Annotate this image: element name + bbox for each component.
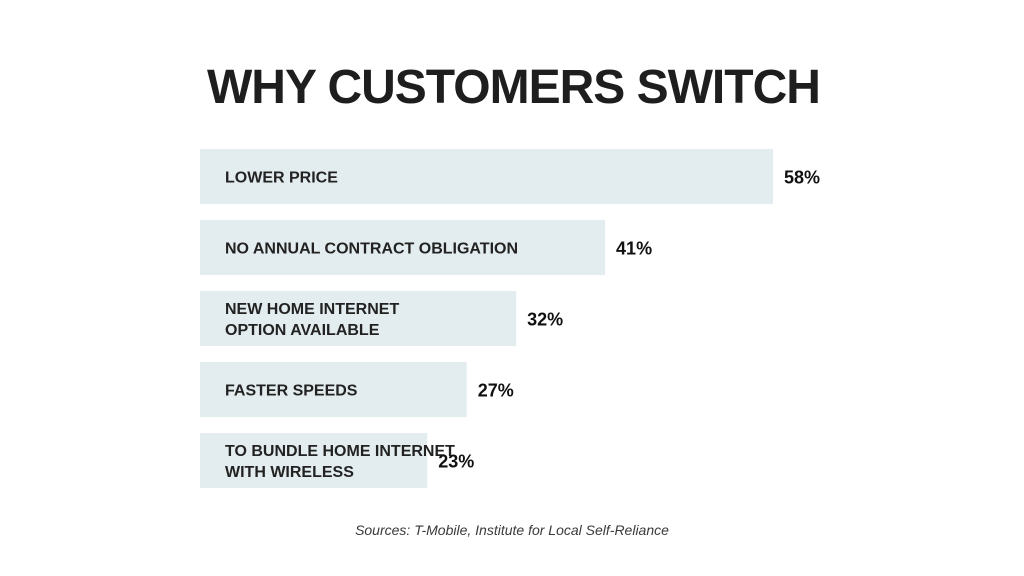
bar-value-label: 58%	[784, 168, 820, 188]
bar-value-label: 27%	[478, 381, 514, 401]
bar-group: FASTER SPEEDS 27%	[200, 362, 514, 417]
bar	[200, 362, 467, 417]
bar-group: TO BUNDLE HOME INTERNET WITH WIRELESS 23%	[200, 433, 474, 488]
source-note: Sources: T-Mobile, Institute for Local S…	[355, 522, 669, 538]
bar	[200, 149, 773, 204]
bar-category-label-line: TO BUNDLE HOME INTERNET	[225, 443, 455, 460]
bar-value-label: 23%	[438, 452, 474, 472]
bar-category-label-line: NEW HOME INTERNET	[225, 301, 399, 318]
bar	[200, 220, 606, 275]
bar-category-label-line: FASTER SPEEDS	[225, 383, 358, 400]
bar-category-label: NEW HOME INTERNET OPTION AVAILABLE	[225, 301, 399, 339]
bar-category-label-line: NO ANNUAL CONTRACT OBLIGATION	[225, 241, 518, 258]
bar-category-label-line: OPTION AVAILABLE	[225, 322, 380, 339]
bar	[200, 291, 517, 346]
bar-value-label: 41%	[616, 239, 652, 259]
bar-category-label-line: WITH WIRELESS	[225, 464, 354, 481]
bar-category-label: NO ANNUAL CONTRACT OBLIGATION	[225, 241, 518, 258]
bar-category-label: LOWER PRICE	[225, 170, 338, 187]
bar-category-label-line: LOWER PRICE	[225, 170, 338, 187]
bar-group: NEW HOME INTERNET OPTION AVAILABLE 32%	[200, 291, 563, 346]
bar-category-label: FASTER SPEEDS	[225, 383, 358, 400]
bar-category-label: TO BUNDLE HOME INTERNET WITH WIRELESS	[225, 443, 455, 481]
bar-group: LOWER PRICE 58%	[200, 149, 820, 204]
bar-group: NO ANNUAL CONTRACT OBLIGATION 41%	[200, 220, 652, 275]
bar	[200, 433, 428, 488]
bar-value-label: 32%	[527, 310, 563, 330]
chart-title: WHY CUSTOMERS SWITCH	[207, 61, 821, 114]
